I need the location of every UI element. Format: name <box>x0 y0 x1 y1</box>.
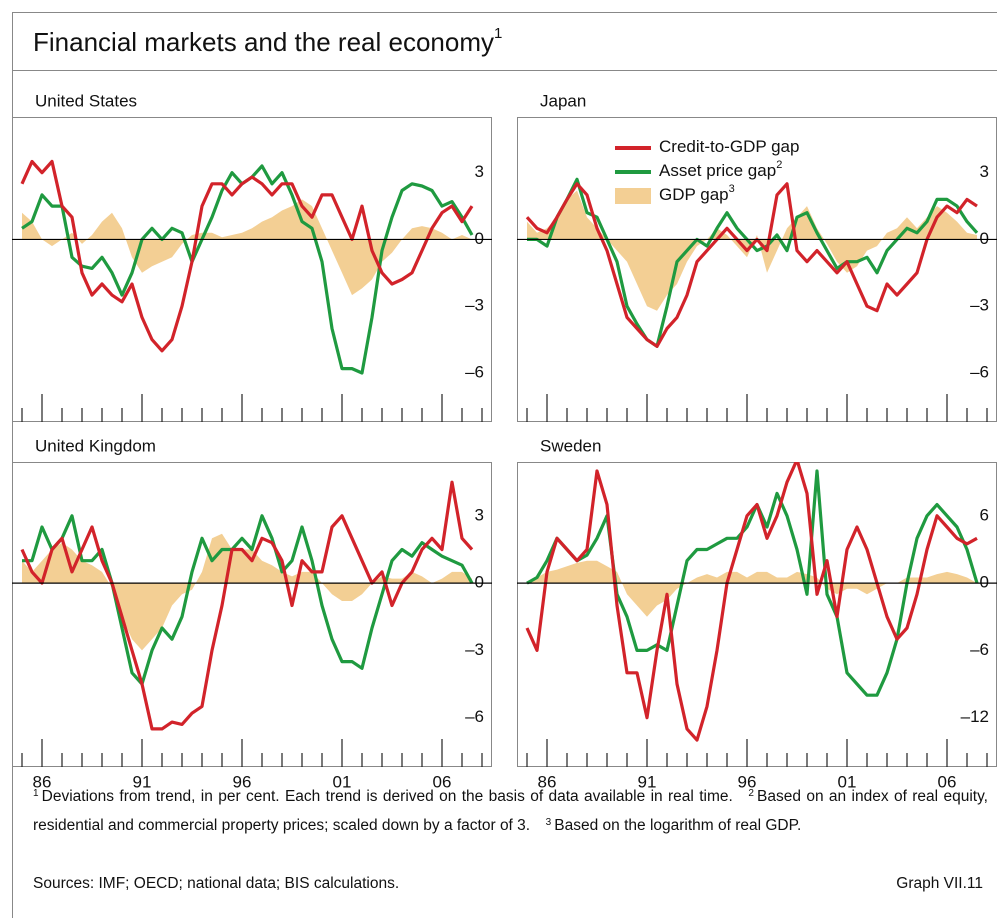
x-tick-label: 06 <box>433 772 452 791</box>
series-line <box>525 462 978 742</box>
y-tick-label: –6 <box>970 640 989 659</box>
footnote: 2 Based on an index of real equity, resi… <box>33 788 988 834</box>
legend-label: Credit-to-GDP gap <box>659 137 799 156</box>
x-tick-label: 86 <box>33 772 52 791</box>
gdp-area <box>22 199 472 296</box>
series-line <box>525 182 978 348</box>
panel-frame <box>12 117 492 422</box>
y-tick-label: –3 <box>465 296 484 315</box>
panel <box>12 117 492 422</box>
footnote: 1 Deviations from trend, in per cent. Ea… <box>33 788 733 805</box>
footnote-mark: 3 <box>545 817 552 828</box>
y-tick-label: –3 <box>970 296 989 315</box>
y-tick-label: –6 <box>970 363 989 382</box>
footnote-text: Based on an index of real equity, reside… <box>33 788 988 834</box>
legend-note: 2 <box>776 159 782 171</box>
gdp-area <box>22 533 472 651</box>
graph-id: Graph VII.11 <box>896 875 983 892</box>
x-tick-label: 01 <box>838 772 857 791</box>
title-note: 1 <box>494 25 502 42</box>
panel-title: United States <box>35 91 137 110</box>
footnote: 3 Based on the logarithm of real GDP. <box>546 817 802 834</box>
footnote-mark: 2 <box>748 788 754 799</box>
footer: Sources: IMF; OECD; national data; BIS c… <box>33 875 983 893</box>
y-tick-label: –3 <box>465 640 484 659</box>
panel <box>517 462 997 767</box>
footnote-text: Based on the logarithm of real GDP. <box>554 817 802 834</box>
y-tick-label: 3 <box>475 505 484 524</box>
legend-swatch <box>615 188 651 204</box>
gdp-area <box>527 190 977 311</box>
x-tick-label: 96 <box>233 772 252 791</box>
y-tick-label: 0 <box>980 229 989 248</box>
y-tick-label: –6 <box>465 707 484 726</box>
y-tick-label: –6 <box>465 363 484 382</box>
panel-title: United Kingdom <box>35 436 156 455</box>
title-text: Financial markets and the real economy <box>33 27 494 57</box>
x-tick-label: 91 <box>638 772 657 791</box>
y-tick-label: 0 <box>475 573 484 592</box>
x-tick-label: 86 <box>538 772 557 791</box>
legend-name: Credit-to-GDP gap <box>659 137 799 156</box>
y-tick-label: 0 <box>980 573 989 592</box>
panel-frame <box>12 462 492 767</box>
series-line <box>527 177 979 348</box>
legend-name: GDP gap <box>659 185 729 204</box>
series-line <box>20 159 474 353</box>
legend-note: 3 <box>729 183 735 195</box>
series-line <box>21 164 474 375</box>
y-tick-label: 0 <box>475 229 484 248</box>
y-tick-label: 3 <box>980 162 989 181</box>
series-line <box>20 480 474 731</box>
series-line <box>22 514 474 686</box>
legend-label: Asset price gap2 <box>659 159 782 181</box>
title: Financial markets and the real economy1 <box>33 25 502 57</box>
panel-title: Japan <box>540 91 586 110</box>
x-tick-label: 01 <box>333 772 352 791</box>
legend-name: Asset price gap <box>659 161 776 180</box>
panel <box>12 462 492 767</box>
panel-title: Sweden <box>540 436 601 455</box>
x-tick-label: 06 <box>938 772 957 791</box>
x-tick-label: 96 <box>738 772 757 791</box>
x-tick-label: 91 <box>133 772 152 791</box>
y-tick-label: 3 <box>475 162 484 181</box>
sources: Sources: IMF; OECD; national data; BIS c… <box>33 875 400 892</box>
series-line <box>526 469 979 697</box>
legend-label: GDP gap3 <box>659 183 735 205</box>
footnotes: 1 Deviations from trend, in per cent. Ea… <box>33 781 988 839</box>
footnote-mark: 1 <box>33 788 39 799</box>
footnote-text: Deviations from trend, in per cent. Each… <box>41 788 733 805</box>
y-tick-label: 6 <box>980 505 989 524</box>
y-tick-label: –12 <box>961 707 989 726</box>
gdp-area <box>527 560 977 617</box>
